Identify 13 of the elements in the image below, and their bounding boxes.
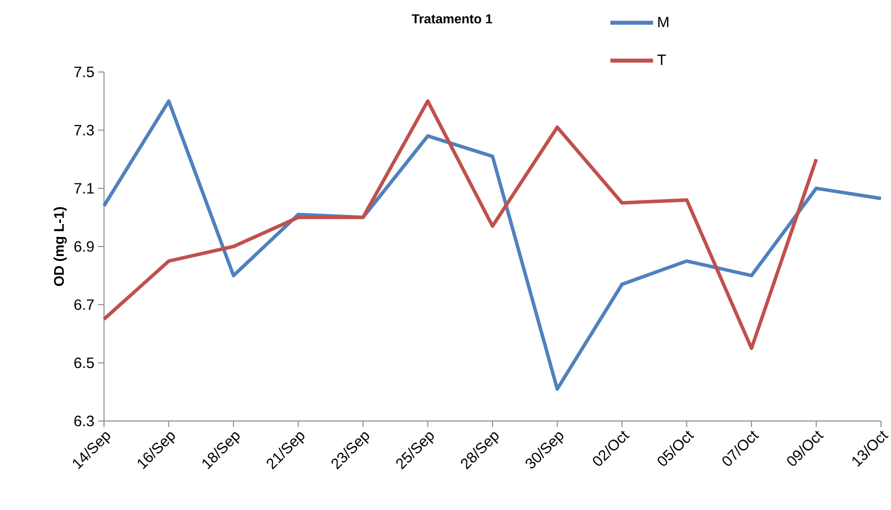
legend-label: M (658, 16, 668, 28)
y-tick-label: 7.1 (74, 183, 94, 194)
y-tick-label: 7.3 (74, 124, 94, 136)
y-tick-label: 6.3 (74, 416, 94, 426)
y-tick-label: 6.7 (74, 299, 94, 310)
line-series (102, 99, 883, 391)
chart-title: Tratamento 1 (412, 14, 492, 24)
y-tick-label: 7.5 (74, 66, 94, 78)
legend-label: T (657, 54, 666, 65)
line-series (102, 99, 818, 350)
y-tick-label: 6.9 (74, 241, 94, 252)
y-axis-title: OD (mg L-1) (54, 207, 67, 286)
y-tick-label: 6.5 (74, 358, 94, 368)
